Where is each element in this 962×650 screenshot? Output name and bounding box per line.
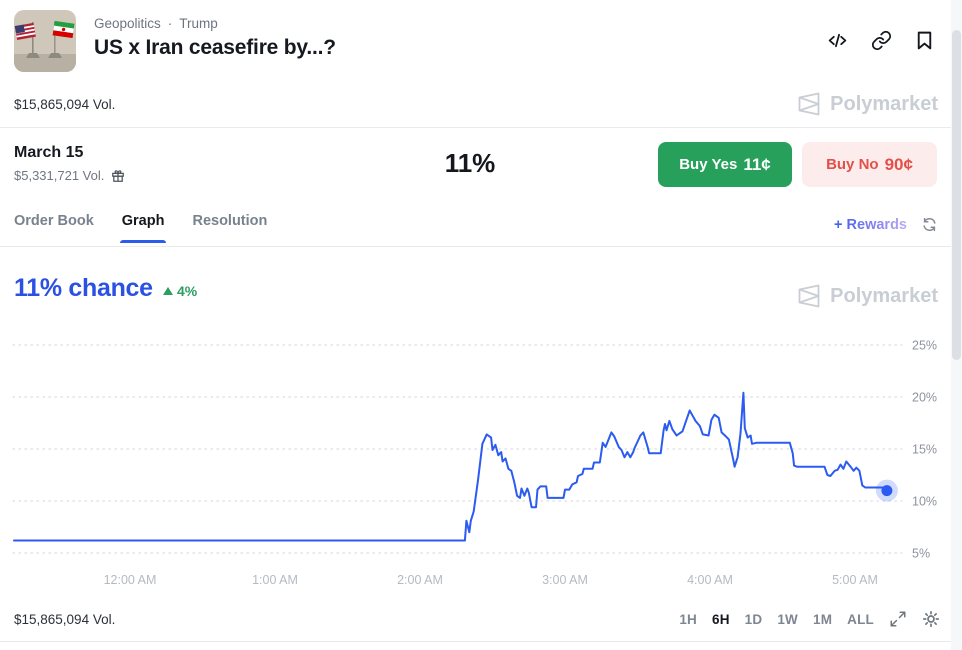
buy-yes-button[interactable]: Buy Yes 11¢ <box>658 142 792 187</box>
rewards-row: + Rewards <box>834 216 938 233</box>
range-all[interactable]: ALL <box>847 611 874 627</box>
y-axis-tick: 25% <box>912 339 937 353</box>
market-avatar <box>14 10 76 72</box>
buy-no-button[interactable]: Buy No 90¢ <box>802 142 937 187</box>
scrollbar-thumb[interactable] <box>952 30 961 360</box>
breadcrumb: Geopolitics · Trump <box>94 16 218 31</box>
outcome-volume-row: $5,331,721 Vol. <box>14 168 125 183</box>
chance-delta: 4% <box>163 283 197 299</box>
chance-percentage: 11% <box>444 148 496 178</box>
polymarket-watermark: Polymarket <box>796 283 938 309</box>
polymarket-logo-icon <box>798 92 820 116</box>
x-axis-tick: 2:00 AM <box>397 573 443 587</box>
us-iran-flags-image <box>14 10 76 72</box>
outcome-label: March 15 <box>14 144 84 161</box>
range-1w[interactable]: 1W <box>777 611 798 627</box>
range-1d[interactable]: 1D <box>744 611 763 627</box>
range-1m[interactable]: 1M <box>813 611 833 627</box>
y-axis-tick: 20% <box>912 391 937 405</box>
breadcrumb-category[interactable]: Geopolitics <box>94 16 161 31</box>
outcome-volume: $5,331,721 Vol. <box>14 168 105 183</box>
x-axis-tick: 3:00 AM <box>542 573 588 587</box>
y-axis-tick: 15% <box>912 443 937 457</box>
tab-order-book[interactable]: Order Book <box>14 213 94 229</box>
footer-volume: $15,865,094 Vol. <box>14 612 116 627</box>
watermark-text: Polymarket <box>830 92 938 115</box>
bookmark-icon[interactable] <box>915 30 934 51</box>
range-6h[interactable]: 6H <box>712 611 730 627</box>
range-1h[interactable]: 1H <box>679 611 697 627</box>
rewards-plus: + <box>834 216 843 233</box>
y-axis-tick: 10% <box>912 495 937 509</box>
x-axis-tick: 12:00 AM <box>104 573 157 587</box>
gear-icon[interactable] <box>922 610 940 628</box>
buy-yes-price: 11¢ <box>743 154 771 174</box>
divider <box>0 246 962 247</box>
link-icon[interactable] <box>871 30 892 51</box>
total-volume: $15,865,094 Vol. <box>14 97 116 112</box>
price-line <box>13 391 888 542</box>
chance-headline: 11% chance <box>14 274 153 302</box>
header-actions <box>827 30 934 51</box>
endpoint-dot <box>881 485 893 497</box>
buy-no-price: 90¢ <box>884 154 913 174</box>
page-title: US x Iran ceasefire by...? <box>94 36 336 59</box>
price-chart[interactable]: 25% 20% 15% 10% 5% 12:00 AM 1:00 AM 2:00 AM 3:00… <box>0 330 962 600</box>
up-triangle-icon <box>163 287 173 295</box>
gift-icon[interactable] <box>111 169 125 183</box>
watermark-text: Polymarket <box>830 284 938 307</box>
refresh-icon[interactable] <box>921 216 938 233</box>
tab-bar: Order Book Graph Resolution <box>14 213 267 243</box>
buy-no-label: Buy No <box>826 156 879 173</box>
active-tab-underline <box>119 240 167 243</box>
expand-icon[interactable] <box>889 610 907 628</box>
buy-yes-label: Buy Yes <box>679 156 738 173</box>
polymarket-watermark: Polymarket <box>796 91 938 117</box>
divider <box>0 127 962 128</box>
tab-graph[interactable]: Graph <box>119 213 167 243</box>
polymarket-logo-icon <box>798 284 820 308</box>
divider <box>0 641 962 642</box>
delta-value: 4% <box>177 283 198 299</box>
time-range-bar: 1H 6H 1D 1W 1M ALL <box>679 610 940 628</box>
y-axis-tick: 5% <box>912 547 930 561</box>
rewards-link[interactable]: + Rewards <box>834 217 907 233</box>
rewards-label: Rewards <box>846 216 907 233</box>
x-axis-tick: 4:00 AM <box>687 573 733 587</box>
x-axis-tick: 1:00 AM <box>252 573 298 587</box>
tab-resolution[interactable]: Resolution <box>192 213 268 229</box>
breadcrumb-tag[interactable]: Trump <box>179 16 218 31</box>
embed-icon[interactable] <box>827 30 848 51</box>
breadcrumb-separator: · <box>167 16 173 31</box>
x-axis-tick: 5:00 AM <box>832 573 878 587</box>
